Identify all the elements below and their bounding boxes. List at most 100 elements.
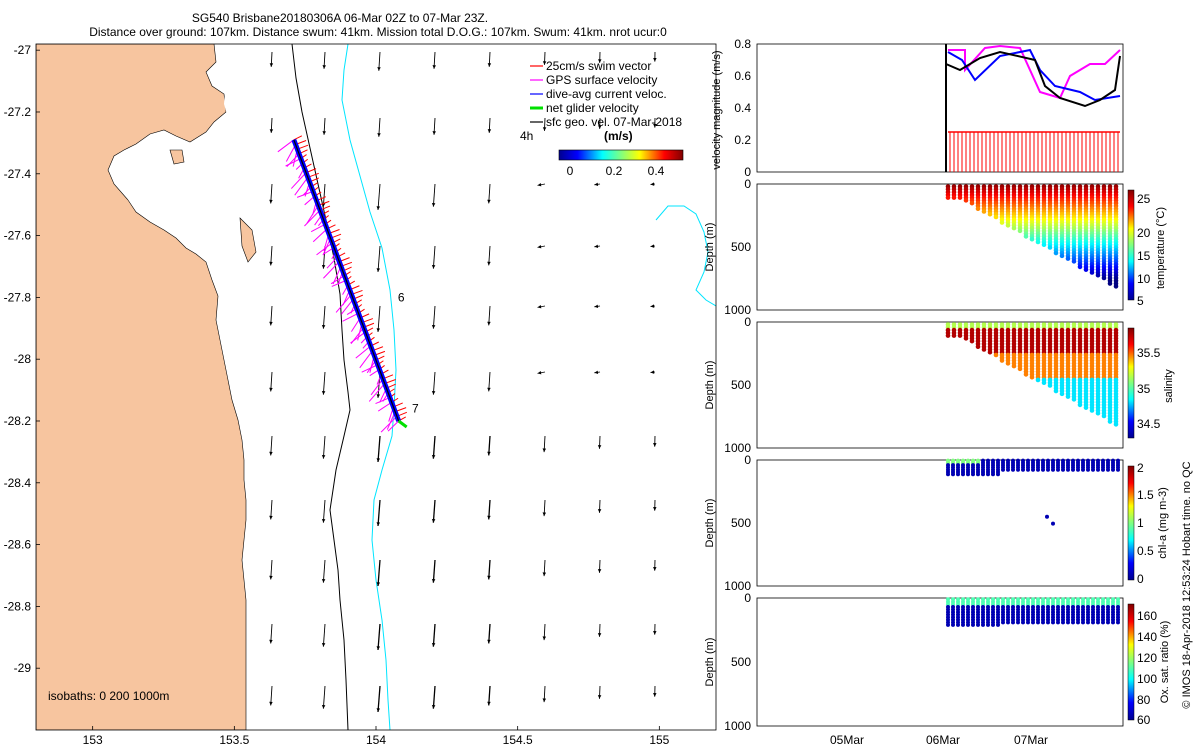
svg-text:500: 500	[731, 655, 751, 669]
vel-ytick-0.4: 0.4	[734, 101, 751, 115]
svg-text:20: 20	[1137, 226, 1151, 240]
svg-text:500: 500	[731, 240, 751, 254]
svg-text:25cm/s swim vector: 25cm/s swim vector	[546, 59, 651, 73]
svg-text:500: 500	[731, 516, 751, 530]
surface-geostrophic-vectors	[269, 51, 657, 713]
svg-text:net glider velocity: net glider velocity	[546, 101, 639, 115]
svg-text:60: 60	[1137, 713, 1151, 727]
map-ytick-1: -27.2	[4, 105, 32, 119]
chla-panel: 0 500 1000 Depth (m) 2 1.5 1 0.5 0 chl-a…	[704, 453, 1169, 593]
map-ytick-5: -28	[14, 352, 32, 366]
svg-text:1: 1	[1137, 516, 1144, 530]
ox-cbar-label: Ox. sat. ratio (%)	[1159, 621, 1171, 704]
svg-text:1000: 1000	[724, 441, 751, 455]
isobath-200m	[341, 44, 397, 730]
svg-text:120: 120	[1137, 651, 1157, 665]
svg-text:34.5: 34.5	[1137, 417, 1161, 431]
svg-text:0: 0	[744, 591, 751, 605]
isobath-label: isobaths: 0 200 1000m	[48, 689, 169, 703]
footer-credit: © IMOS 18-Apr-2018 12:53:24 Hobart time.…	[1181, 461, 1193, 708]
vel-ytick-0.2: 0.2	[734, 133, 751, 147]
svg-text:0: 0	[1137, 572, 1144, 586]
legend-dive-avg: dive-avg current veloc.	[530, 87, 667, 101]
map-xtick-0: 153	[83, 733, 103, 747]
svg-text:80: 80	[1137, 693, 1151, 707]
svg-text:5: 5	[1137, 294, 1144, 308]
map-legend: 25cm/s swim vector GPS surface velocity …	[520, 59, 684, 178]
temp-ylabel: Depth (m)	[704, 223, 716, 272]
vel-ytick-0.8: 0.8	[734, 37, 751, 51]
coastline-land	[36, 44, 247, 730]
svg-text:GPS surface velocity: GPS surface velocity	[546, 73, 657, 87]
map-xtick-1: 153.5	[219, 733, 249, 747]
salinity-panel: 0 500 1000 Depth (m) 35.5 35 34.5 salini…	[704, 315, 1175, 455]
svg-text:2: 2	[1137, 461, 1144, 475]
map-ytick-9: -28.8	[4, 599, 32, 613]
legend-net: net glider velocity	[530, 101, 639, 115]
scale-label: 4h	[520, 129, 533, 143]
map-xtick-4: 155	[649, 733, 669, 747]
map-xtick-3: 154.5	[503, 733, 533, 747]
map-ytick-2: -27.4	[4, 167, 32, 181]
svg-text:dive-avg current veloc.: dive-avg current veloc.	[546, 87, 667, 101]
glider-track: 67	[277, 135, 419, 433]
svg-text:100: 100	[1137, 672, 1157, 686]
colorbar-tick-0: 0	[567, 164, 574, 178]
svg-text:160: 160	[1137, 609, 1157, 623]
speed-colorbar	[558, 149, 684, 161]
ox-colorbar	[1127, 603, 1135, 721]
map-ytick-10: -29	[14, 661, 32, 675]
svg-text:0.5: 0.5	[1137, 544, 1154, 558]
ox-ylabel: Depth (m)	[704, 638, 716, 687]
svg-text:35: 35	[1137, 382, 1151, 396]
colorbar-title: (m/s)	[604, 129, 633, 143]
map-ytick-3: -27.6	[4, 229, 32, 243]
svg-text:35.5: 35.5	[1137, 346, 1161, 360]
svg-text:sfc geo. vel. 07-Mar-2018: sfc geo. vel. 07-Mar-2018	[546, 115, 682, 129]
title-line2: Distance over ground: 107km. Distance sw…	[89, 25, 667, 39]
temperature-panel: 0 500 1000 Depth (m) 25 20 15 10 5 tempe…	[704, 177, 1167, 317]
sal-cbar-label: salinity	[1163, 369, 1175, 403]
svg-text:0: 0	[744, 453, 751, 467]
svg-text:0: 0	[744, 315, 751, 329]
track-label-0: 6	[398, 290, 405, 304]
chla-cbar-label: chl-a (mg m-3)	[1157, 487, 1169, 559]
map-xtick-2: 154	[366, 733, 386, 747]
map-panel: 67 153 153.5 154 154.5 155-27-27.2-27.4-27.6…	[4, 43, 717, 747]
svg-text:1.5: 1.5	[1137, 488, 1154, 502]
svg-text:15: 15	[1137, 249, 1151, 263]
svg-text:25: 25	[1137, 192, 1151, 206]
temp-cbar-label: temperature (°C)	[1155, 207, 1167, 289]
isobath-1000m	[291, 44, 351, 730]
track-label-1: 7	[412, 402, 419, 416]
svg-text:10: 10	[1137, 272, 1151, 286]
colorbar-tick-1: 0.2	[606, 164, 623, 178]
map-ytick-6: -28.2	[4, 414, 32, 428]
temp-colorbar	[1127, 189, 1135, 301]
svg-text:140: 140	[1137, 630, 1157, 644]
vel-series-2	[945, 50, 1121, 108]
map-ytick-0: -27	[14, 43, 32, 57]
oxygen-panel: 0 500 1000 Depth (m) 160 140 120 100 80 …	[704, 591, 1171, 733]
xtick-05mar: 05Mar	[830, 733, 864, 747]
vel-ytick-0.6: 0.6	[734, 69, 751, 83]
chla-colorbar	[1127, 465, 1135, 581]
sal-ylabel: Depth (m)	[704, 361, 716, 410]
sal-colorbar	[1127, 327, 1135, 439]
legend-sfc-geo: sfc geo. vel. 07-Mar-2018	[530, 115, 682, 129]
isobath-200m-offshore	[655, 205, 716, 307]
svg-text:500: 500	[731, 378, 751, 392]
timeseries-panels: 0.8 0.6 0.4 0.2 0 velocity magnitude (m/…	[704, 37, 1193, 747]
legend-swim: 25cm/s swim vector	[530, 59, 651, 73]
colorbar-tick-2: 0.4	[648, 164, 665, 178]
map-axes: 153 153.5 154 154.5 155 -27 -27.2 -27.4 -27.6 -27…	[4, 43, 670, 747]
svg-text:1000: 1000	[724, 303, 751, 317]
xtick-07mar: 07Mar	[1014, 733, 1048, 747]
svg-text:0: 0	[744, 177, 751, 191]
xtick-06mar: 06Mar	[926, 733, 960, 747]
map-ytick-4: -27.8	[4, 290, 32, 304]
map-ytick-7: -28.4	[4, 476, 32, 490]
chla-ylabel: Depth (m)	[704, 499, 716, 548]
title-line1: SG540 Brisbane20180306A 06-Mar 02Z to 07…	[192, 11, 488, 25]
